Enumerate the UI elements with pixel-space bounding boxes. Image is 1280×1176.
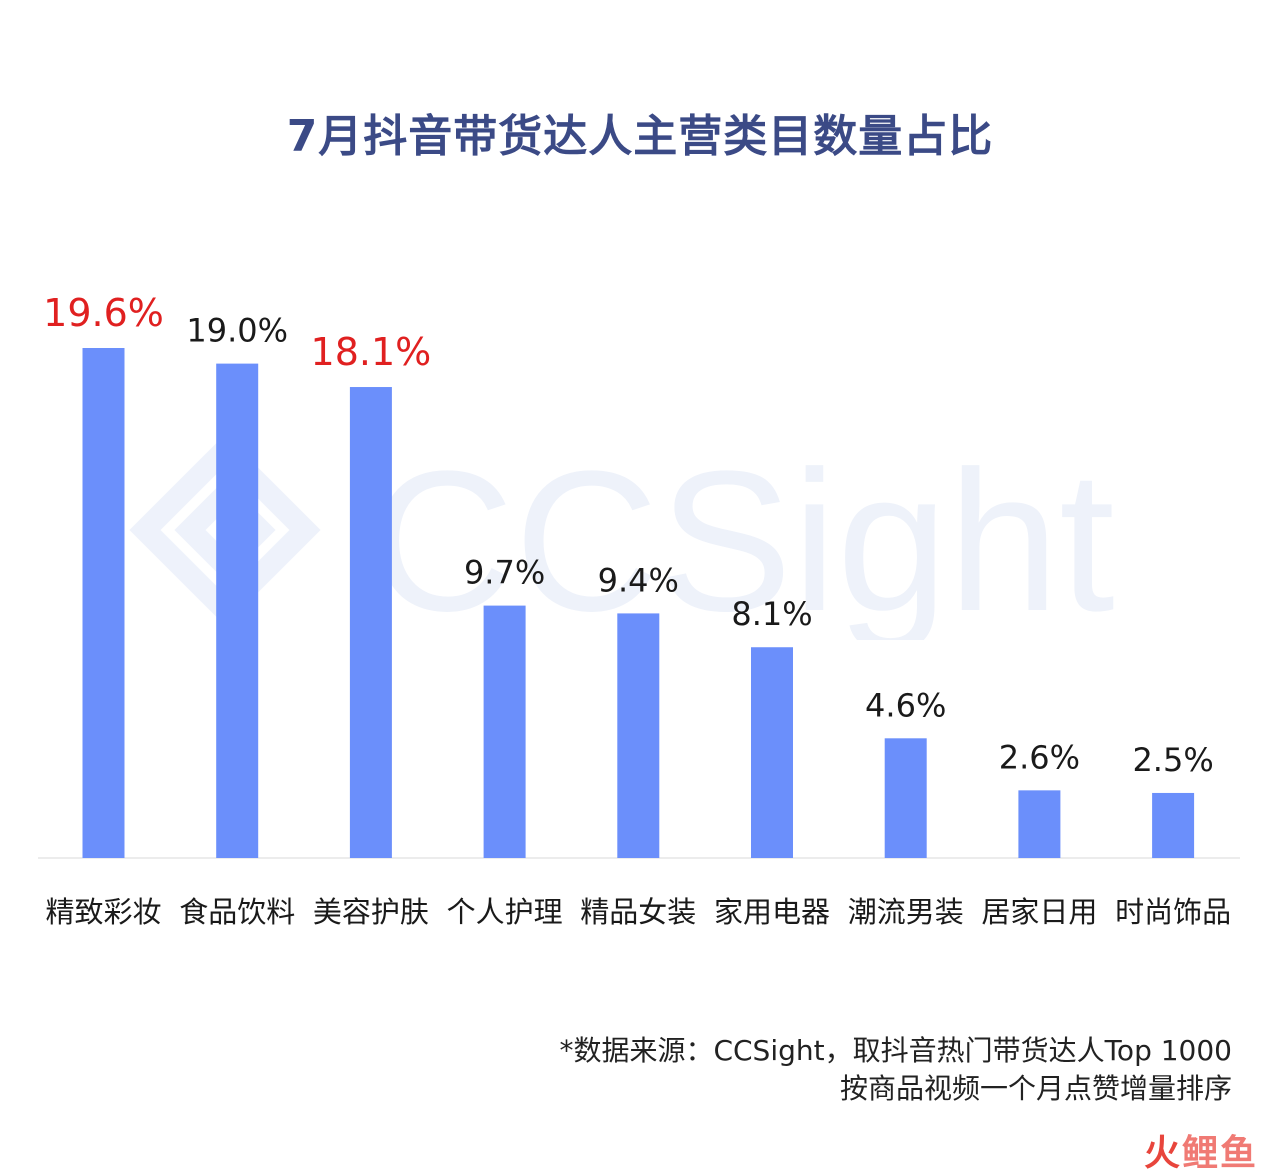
value-label-6: 8.1%: [731, 595, 812, 633]
category-label-3: 美容护肤: [313, 895, 429, 929]
category-label-6: 家用电器: [714, 895, 830, 929]
brand-part-1: 火: [1143, 1133, 1182, 1174]
category-label-1: 精致彩妆: [45, 895, 161, 929]
value-label-1: 19.6%: [43, 291, 164, 335]
bar-4: [483, 605, 526, 858]
value-label-7: 4.6%: [865, 686, 946, 724]
bar-2: [216, 363, 259, 858]
category-label-7: 潮流男装: [848, 895, 964, 929]
value-label-5: 9.4%: [598, 561, 679, 599]
watermark-text: CCSight: [370, 430, 1115, 640]
bar-7: [884, 738, 927, 858]
bar-6: [751, 647, 793, 858]
value-label-3: 18.1%: [311, 330, 432, 374]
bar-3: [349, 387, 392, 858]
brand-part-2: 鲤鱼: [1181, 1133, 1258, 1174]
category-label-4: 个人护理: [447, 895, 563, 929]
value-label-4: 9.7%: [464, 554, 545, 592]
category-label-5: 精品女装: [580, 895, 696, 929]
value-label-2: 19.0%: [186, 312, 288, 350]
bar-8: [1018, 790, 1061, 858]
chart-title: 7月抖音带货达人主营类目数量占比: [286, 111, 994, 162]
value-label-9: 2.5%: [1132, 741, 1213, 779]
source-line-2: 按商品视频一个月点赞增量排序: [839, 1072, 1232, 1105]
category-label-2: 食品饮料: [179, 895, 295, 929]
category-label-8: 居家日用: [981, 895, 1097, 929]
category-label-9: 时尚饰品: [1115, 895, 1231, 929]
value-label-8: 2.6%: [999, 738, 1080, 776]
bar-9: [1152, 792, 1195, 858]
source-note: *数据来源：CCSight，取抖音热门带货达人Top 1000 按商品视频一个月…: [559, 1032, 1232, 1108]
source-line-1: *数据来源：CCSight，取抖音热门带货达人Top 1000: [559, 1034, 1232, 1067]
brand-logo: 火鲤鱼: [1144, 1124, 1258, 1176]
bar-1: [82, 348, 125, 858]
bar-5: [617, 613, 660, 858]
